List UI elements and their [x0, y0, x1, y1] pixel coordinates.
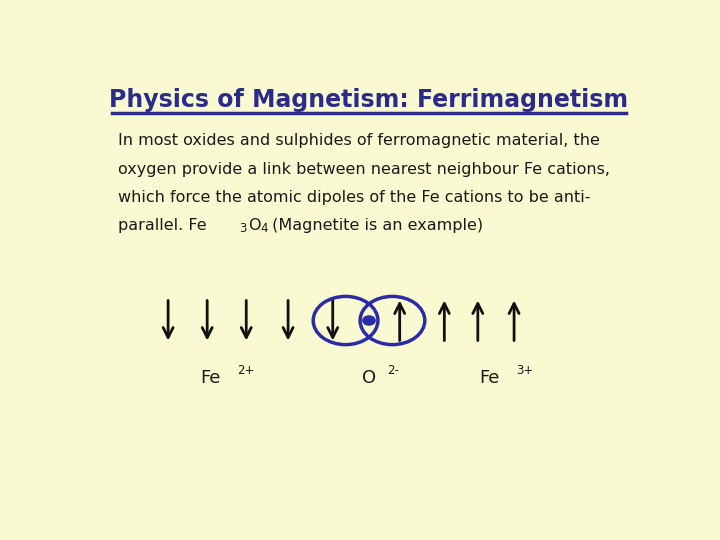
Text: (Magnetite is an example): (Magnetite is an example) [267, 218, 484, 233]
Text: 3+: 3+ [516, 364, 533, 377]
Text: 2+: 2+ [237, 364, 254, 377]
Text: 2-: 2- [387, 364, 399, 377]
Text: parallel. Fe: parallel. Fe [118, 218, 207, 233]
Text: 3: 3 [239, 221, 246, 234]
Text: which force the atomic dipoles of the Fe cations to be anti-: which force the atomic dipoles of the Fe… [118, 190, 590, 205]
Text: Physics of Magnetism: Ferrimagnetism: Physics of Magnetism: Ferrimagnetism [109, 87, 629, 112]
Text: Fe: Fe [479, 369, 499, 387]
Circle shape [363, 316, 375, 325]
Text: O: O [362, 369, 376, 387]
Text: Fe: Fe [199, 369, 220, 387]
Text: oxygen provide a link between nearest neighbour Fe cations,: oxygen provide a link between nearest ne… [118, 161, 610, 177]
Text: 4: 4 [260, 221, 268, 234]
Text: In most oxides and sulphides of ferromagnetic material, the: In most oxides and sulphides of ferromag… [118, 133, 600, 148]
Text: O: O [248, 218, 261, 233]
